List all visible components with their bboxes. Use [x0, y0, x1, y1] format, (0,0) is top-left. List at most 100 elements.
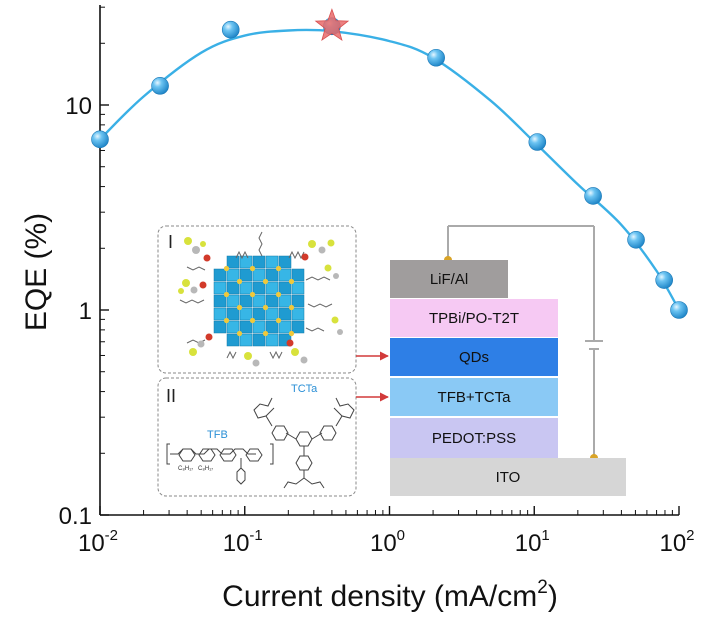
ligand-atom	[318, 246, 326, 254]
ligand-chain	[305, 276, 331, 281]
lattice-cell	[226, 281, 240, 295]
ligand-atom	[184, 237, 192, 245]
lattice-cell	[291, 268, 305, 282]
layer-label: TPBi/PO-T2T	[429, 310, 519, 327]
lattice-atom	[288, 330, 295, 337]
lattice-cell	[278, 320, 292, 334]
lattice-cell	[265, 333, 279, 347]
tcta-ring	[319, 425, 337, 441]
lattice-atom	[275, 317, 282, 324]
lattice-cell	[252, 255, 266, 269]
data-point	[584, 187, 602, 205]
layer-label: TFB+TCTa	[438, 389, 512, 406]
inset-quantum-dot: I	[157, 225, 357, 374]
lattice-cell	[291, 294, 305, 308]
lattice-atom	[249, 317, 256, 324]
ligand-chain	[179, 299, 205, 304]
ligand-chain	[186, 266, 206, 271]
lattice-cell	[213, 294, 227, 308]
ligand-atom	[199, 281, 207, 289]
data-point	[655, 271, 673, 289]
layer-label: ITO	[496, 469, 521, 486]
ligand-atom	[182, 279, 190, 287]
layer-tpbi	[390, 299, 558, 337]
lattice-cell	[278, 268, 292, 282]
inset-ii-frame	[157, 377, 357, 497]
tfb-ring	[245, 448, 263, 462]
lattice-atom	[236, 278, 243, 285]
ligand-chain	[307, 303, 333, 308]
lattice-cell	[226, 294, 240, 308]
data-point	[528, 133, 547, 151]
lattice-atom	[275, 265, 282, 272]
ligand-atom	[291, 348, 299, 356]
inset-i-frame	[157, 225, 357, 374]
ligand-atom	[337, 329, 343, 335]
lattice-cell	[213, 307, 227, 321]
lattice-cell	[252, 268, 266, 282]
x-tick-label: 102	[659, 527, 694, 557]
ligand-atom	[205, 333, 213, 341]
data-point	[627, 231, 645, 249]
lattice-cell	[278, 255, 292, 269]
lattice-cell	[265, 268, 279, 282]
lattice-atom	[236, 304, 243, 311]
x-tick-label: 10-1	[223, 527, 263, 557]
ligand-atom	[192, 246, 200, 254]
lattice-atom	[288, 304, 295, 311]
lattice-atom	[249, 291, 256, 298]
ligand-atom	[286, 339, 294, 347]
tcta-carbazole	[283, 470, 325, 489]
tcta-structure	[253, 397, 355, 489]
lattice-cell	[265, 281, 279, 295]
ligand-atom	[333, 273, 339, 279]
qd-lattice	[213, 255, 305, 347]
ligand-groups	[178, 237, 343, 367]
lattice-cell	[239, 320, 253, 334]
tfb-pendant	[236, 458, 246, 485]
ligand-atom	[189, 348, 197, 356]
lattice-cell	[291, 307, 305, 321]
lattice-cell	[239, 294, 253, 308]
tcta-carbazole	[333, 397, 355, 427]
tfb-ring	[198, 448, 216, 462]
device-stack: LiF/Al TPBi/PO-T2T QDs TFB+TCTa PEDOT:PS…	[356, 225, 626, 496]
inset-i-label: I	[168, 232, 173, 252]
plot-frame	[99, 5, 679, 516]
lattice-cell	[239, 255, 253, 269]
ligand-atom	[324, 264, 332, 272]
ligand-atom	[190, 286, 198, 294]
lattice-cell	[239, 281, 253, 295]
ligand-atom	[200, 241, 206, 247]
lattice-cell	[278, 307, 292, 321]
data-points	[91, 17, 688, 319]
lattice-cell	[252, 307, 266, 321]
lattice-cell	[239, 268, 253, 282]
tfb-ring	[219, 448, 237, 462]
ligand-chain	[258, 231, 263, 257]
wire-circuit	[444, 225, 603, 462]
tcta-ring	[295, 455, 313, 471]
ligand-atom	[178, 288, 184, 294]
lattice-cell	[252, 294, 266, 308]
lattice-atom	[223, 317, 230, 324]
lattice-cell	[226, 307, 240, 321]
lattice-cell	[278, 281, 292, 295]
ligand-atom	[300, 356, 308, 364]
ligand-atom	[203, 254, 211, 262]
lattice-cell	[291, 281, 305, 295]
lattice-cell	[265, 307, 279, 321]
inset-molecules: II TFB TCTa C₈H₁₇ C₈H₁₇	[157, 377, 357, 497]
ligand-atom	[327, 239, 335, 247]
x-tick-label: 101	[515, 527, 550, 557]
lattice-cell	[239, 333, 253, 347]
lattice-cell	[226, 268, 240, 282]
x-tick-label: 10-2	[78, 527, 118, 557]
highlight-group	[314, 8, 350, 42]
lattice-cell	[291, 320, 305, 334]
tfb-substituent: C₈H₁₇	[198, 466, 213, 472]
x-axis-title: Current density (mA/cm2)	[222, 577, 558, 613]
lattice-atom	[262, 278, 269, 285]
ligand-atom	[308, 240, 316, 248]
